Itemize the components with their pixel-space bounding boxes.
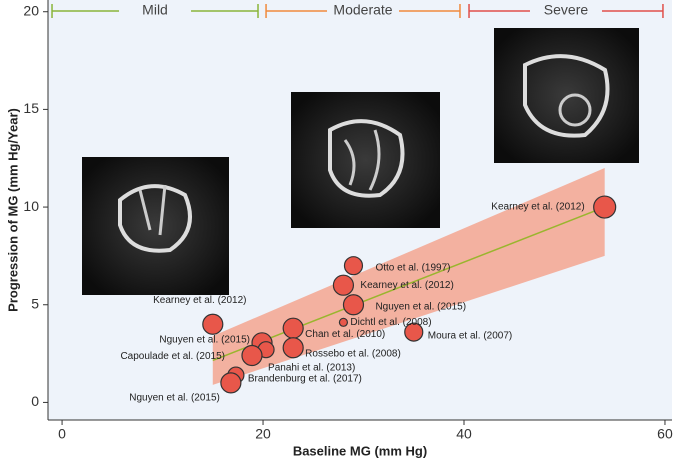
data-point — [404, 322, 424, 342]
severity-label: Moderate — [333, 2, 392, 18]
y-tick-label: 5 — [31, 295, 39, 311]
x-tick-label: 20 — [255, 426, 271, 442]
data-point — [593, 195, 617, 219]
point-label: Panahi et al. (2013) — [268, 362, 355, 373]
point-label: Rossebo et al. (2008) — [305, 348, 401, 359]
y-axis-title: Progression of MG (mm Hg/Year) — [5, 108, 20, 312]
point-label: Kearney et al. (2012) — [491, 202, 584, 213]
point-label: Capoulade et al. (2015) — [120, 351, 225, 362]
data-point — [282, 337, 304, 359]
point-label: Brandenburg et al. (2017) — [248, 374, 362, 385]
severity-bracket — [51, 4, 259, 18]
x-axis-title: Baseline MG (mm Hg) — [293, 443, 427, 458]
point-label: Dichtl et al. (2008) — [350, 317, 431, 328]
point-label: Nguyen et al. (2015) — [159, 334, 250, 345]
point-label: Kearney et al. (2012) — [360, 280, 453, 291]
y-tick-label: 10 — [23, 198, 39, 214]
echo-image — [494, 28, 639, 163]
data-point — [342, 294, 365, 316]
data-point — [343, 256, 364, 276]
point-label: Otto et al. (1997) — [375, 262, 450, 273]
y-tick-label: 0 — [31, 393, 39, 409]
data-point — [220, 372, 242, 394]
data-point — [241, 344, 263, 367]
echo-image — [291, 92, 440, 228]
point-label: Nguyen et al. (2015) — [129, 393, 220, 404]
x-tick-label: 40 — [456, 426, 472, 442]
confidence-band — [212, 168, 605, 385]
severity-label: Severe — [544, 2, 589, 18]
severity-bracket — [468, 4, 664, 18]
point-label: Nguyen et al. (2015) — [375, 301, 466, 312]
x-tick-label: 0 — [58, 426, 66, 442]
y-tick-label: 15 — [23, 100, 39, 116]
point-label: Moura et al. (2007) — [428, 331, 512, 342]
y-tick-label: 20 — [23, 2, 39, 18]
data-point — [332, 274, 355, 296]
echo-image — [82, 157, 229, 295]
severity-label: Mild — [142, 2, 168, 18]
point-label: Kearney et al. (2012) — [153, 295, 246, 306]
severity-bracket — [265, 4, 461, 18]
data-point — [338, 317, 349, 327]
data-point — [202, 313, 224, 335]
fit-line — [212, 206, 605, 362]
point-label: Chan et al. (2010) — [305, 329, 385, 340]
x-tick-label: 60 — [657, 426, 673, 442]
data-point — [282, 317, 304, 339]
